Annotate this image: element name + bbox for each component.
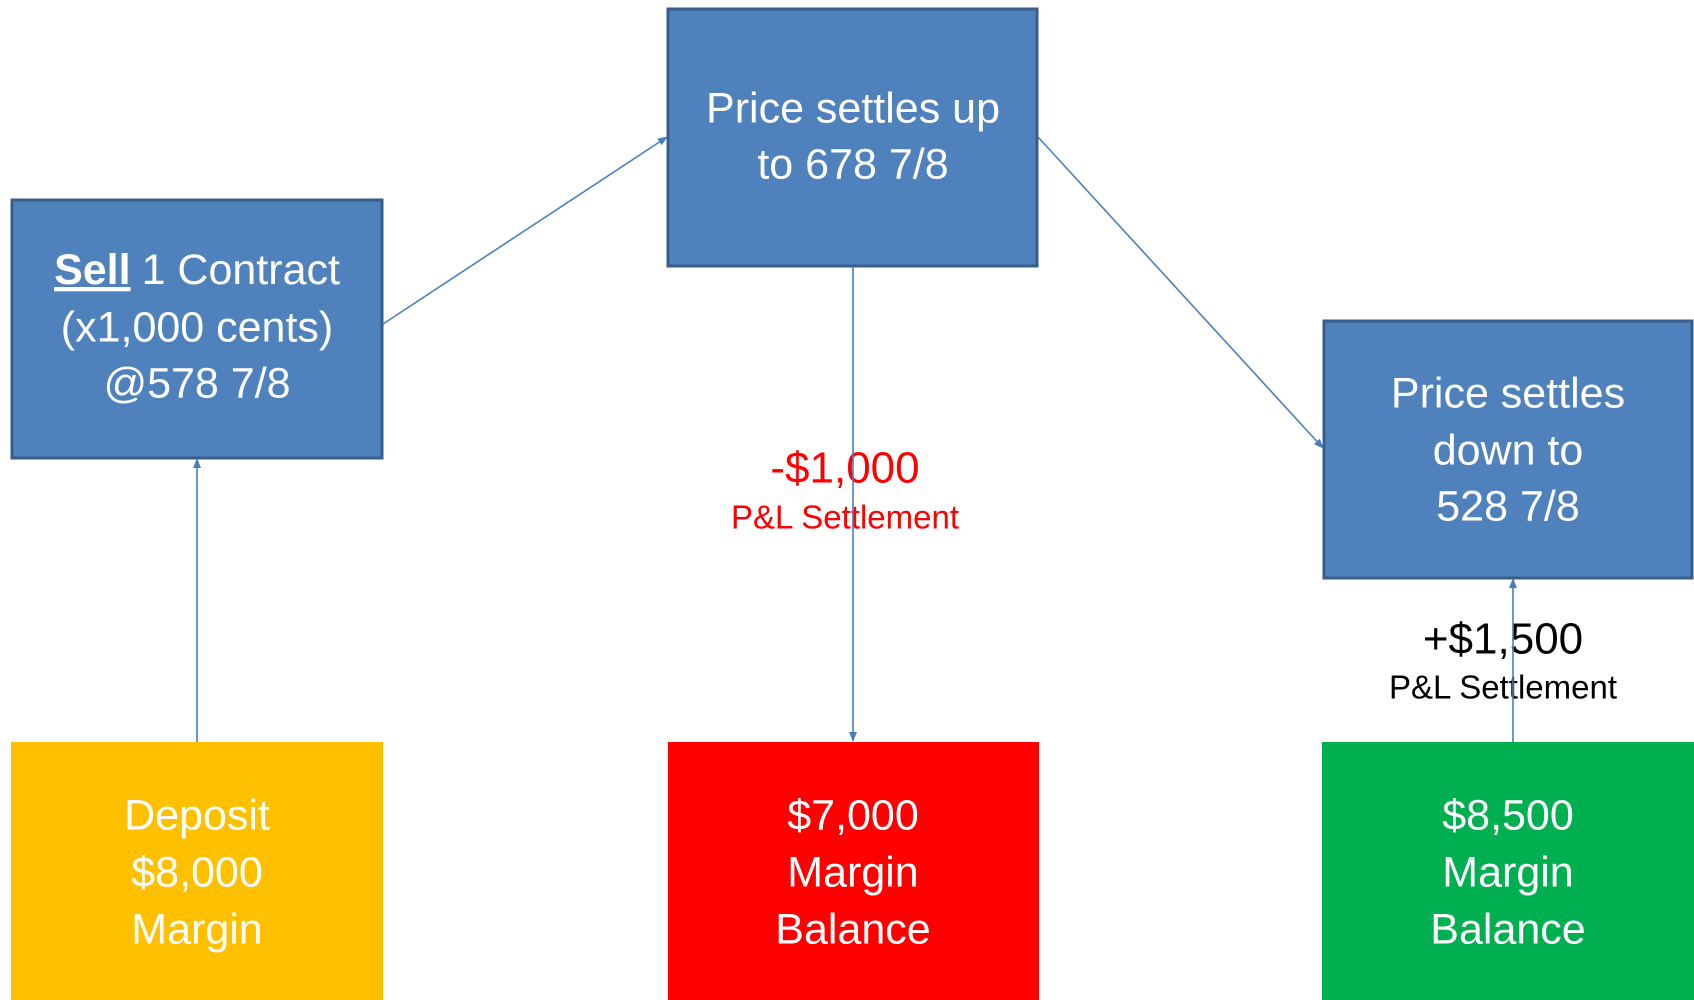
node-line: to 678 7/8	[757, 140, 948, 188]
amount: +$1,500	[1423, 615, 1583, 664]
node-line: $7,000	[787, 791, 919, 839]
amount: -$1,000	[770, 444, 919, 493]
node-line: Margin	[131, 905, 262, 953]
node-box	[1322, 742, 1694, 1000]
node-line: (x1,000 cents)	[61, 303, 333, 351]
action: Sell	[54, 246, 131, 294]
caption: P&L Settlement	[731, 499, 959, 536]
node-line: down to	[1433, 426, 1584, 474]
gain-annotation: +$1,500 P&L Settlement	[1389, 615, 1617, 706]
node-line: Deposit	[124, 791, 270, 839]
caption: P&L Settlement	[1389, 669, 1617, 706]
node-line: Balance	[1430, 905, 1585, 953]
sell-node: Sell 1 Contract (x1,000 cents) @578 7/8	[10, 198, 384, 460]
deposit-node: Deposit $8,000 Margin	[11, 742, 383, 1000]
price-down-node: Price settles down to 528 7/8	[1322, 319, 1694, 580]
node-line: Price settles up	[706, 84, 1000, 132]
node-box	[668, 742, 1039, 1000]
node-line: $8,000	[131, 848, 263, 896]
arrow	[382, 136, 668, 325]
node-line: Balance	[775, 905, 930, 953]
balance-up-node: $8,500 Margin Balance	[1322, 742, 1694, 1000]
price-up-node: Price settles up to 678 7/8	[666, 7, 1039, 268]
node-line: $8,500	[1442, 791, 1574, 839]
action-rest: 1 Contract	[142, 246, 340, 294]
node-line: @578 7/8	[103, 359, 290, 407]
node-box	[1322, 319, 1694, 580]
loss-annotation: -$1,000 P&L Settlement	[731, 444, 959, 536]
balance-down-node: $7,000 Margin Balance	[668, 742, 1039, 1000]
node-line: 528 7/8	[1436, 482, 1579, 530]
node-line: Margin	[1442, 848, 1573, 896]
node-line: Price settles	[1391, 369, 1625, 417]
node-line: Margin	[787, 848, 918, 896]
arrow	[1037, 136, 1324, 449]
node-text: Sell 1 Contract	[54, 246, 340, 294]
node-box	[11, 742, 383, 1000]
node-box	[10, 198, 384, 460]
node-box	[666, 7, 1039, 268]
